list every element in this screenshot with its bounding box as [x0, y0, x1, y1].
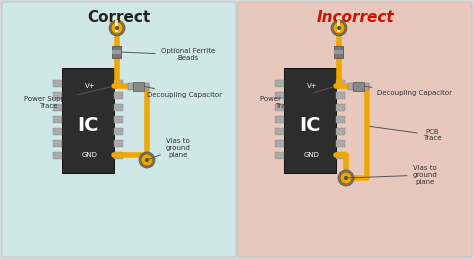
Bar: [107, 18, 127, 33]
Bar: [275, 80, 284, 87]
Bar: [329, 18, 349, 33]
Bar: [128, 83, 134, 90]
Circle shape: [109, 20, 125, 36]
Bar: [114, 116, 123, 123]
Bar: [365, 83, 370, 90]
Circle shape: [145, 158, 149, 162]
Circle shape: [337, 26, 341, 30]
Bar: [53, 104, 62, 111]
Bar: [53, 91, 62, 98]
Bar: [145, 83, 149, 90]
Bar: [275, 116, 284, 123]
Bar: [114, 152, 123, 159]
Bar: [275, 127, 284, 134]
Circle shape: [344, 176, 348, 180]
Bar: [53, 80, 62, 87]
Bar: [112, 18, 122, 33]
Bar: [53, 127, 62, 134]
Text: Decoupling Capacitor: Decoupling Capacitor: [145, 87, 222, 98]
Bar: [336, 91, 345, 98]
Text: Optional Ferrite
Beads: Optional Ferrite Beads: [122, 48, 215, 61]
Bar: [116, 20, 118, 32]
Text: Correct: Correct: [87, 11, 151, 25]
Circle shape: [331, 20, 347, 36]
Text: GND: GND: [82, 152, 98, 158]
Text: IC: IC: [77, 116, 99, 135]
Text: V+: V+: [307, 83, 317, 89]
Bar: [336, 140, 345, 147]
Bar: [53, 116, 62, 123]
Bar: [336, 152, 345, 159]
Bar: [284, 68, 336, 173]
Bar: [134, 82, 145, 90]
Bar: [336, 127, 345, 134]
Circle shape: [111, 22, 123, 34]
Bar: [114, 104, 123, 111]
Circle shape: [338, 170, 354, 186]
Bar: [53, 152, 62, 159]
Bar: [112, 50, 121, 54]
Bar: [275, 91, 284, 98]
Circle shape: [115, 26, 119, 30]
Bar: [348, 83, 354, 90]
Bar: [53, 140, 62, 147]
Bar: [114, 140, 123, 147]
Text: IC: IC: [299, 116, 321, 135]
Text: Incorrect: Incorrect: [316, 11, 394, 25]
Bar: [336, 104, 345, 111]
Bar: [275, 152, 284, 159]
Text: PCB
Trace: PCB Trace: [370, 126, 441, 141]
Text: V+: V+: [85, 83, 95, 89]
FancyBboxPatch shape: [238, 2, 472, 257]
Text: Vias to
ground
plane: Vias to ground plane: [150, 138, 191, 159]
FancyBboxPatch shape: [2, 2, 236, 257]
Bar: [336, 116, 345, 123]
Circle shape: [340, 172, 352, 184]
Bar: [114, 127, 123, 134]
Bar: [332, 18, 346, 33]
Circle shape: [141, 154, 153, 166]
Text: Vias to
ground
plane: Vias to ground plane: [349, 165, 438, 185]
Text: Power Supply
Trace: Power Supply Trace: [261, 87, 333, 109]
Bar: [114, 80, 123, 87]
Bar: [62, 68, 114, 173]
Bar: [335, 50, 344, 54]
Bar: [337, 20, 340, 32]
Bar: [114, 91, 123, 98]
Text: Power Supply
Trace: Power Supply Trace: [25, 87, 111, 109]
Bar: [112, 46, 121, 58]
Bar: [334, 18, 344, 33]
Text: GND: GND: [304, 152, 320, 158]
Bar: [275, 140, 284, 147]
Bar: [275, 104, 284, 111]
Bar: [110, 18, 124, 33]
Bar: [336, 80, 345, 87]
Circle shape: [139, 152, 155, 168]
Bar: [354, 82, 365, 90]
Bar: [335, 46, 344, 58]
Text: Decoupling Capacitor: Decoupling Capacitor: [365, 86, 453, 96]
Circle shape: [333, 22, 345, 34]
